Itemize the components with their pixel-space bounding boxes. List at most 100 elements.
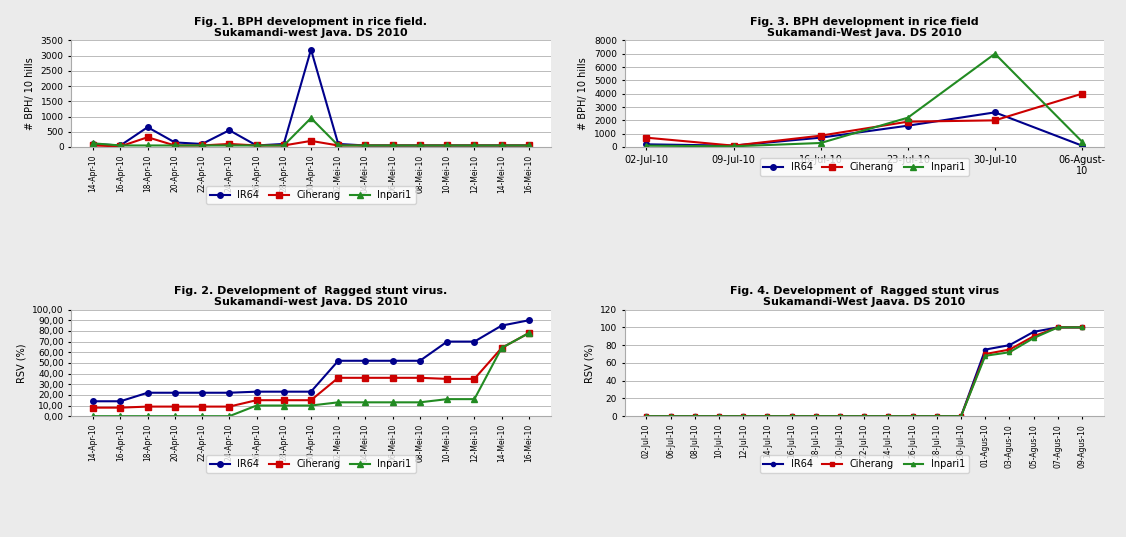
Inpari1 [223,142,236,149]
Inpari1 [141,142,154,149]
Inpari1 [726,143,740,149]
Inpari1 [522,330,536,336]
Ciherang [195,142,208,149]
Ciherang [195,403,208,410]
Y-axis label: # BPH/ 10 hills: # BPH/ 10 hills [25,57,35,130]
Ciherang [413,142,427,149]
Ciherang [413,375,427,381]
Inpari1 [688,413,701,419]
Inpari1 [440,142,454,149]
Inpari1 [640,413,653,419]
Ciherang [114,404,127,411]
Inpari1 [359,399,373,405]
Ciherang [359,375,373,381]
Ciherang [359,142,373,149]
IR64 [810,413,823,419]
Inpari1 [413,399,427,405]
Inpari1 [858,413,872,419]
Inpari1 [664,413,678,419]
Inpari1 [195,413,208,419]
Inpari1 [195,142,208,149]
Ciherang [250,142,263,149]
Line: IR64: IR64 [90,317,531,404]
Inpari1 [736,413,750,419]
Ciherang [713,413,726,419]
Ciherang [726,142,740,149]
IR64 [814,134,828,141]
IR64 [440,142,454,149]
IR64 [1027,329,1040,335]
Inpari1 [640,142,653,149]
IR64 [114,142,127,149]
Inpari1 [761,413,775,419]
Inpari1 [331,399,345,405]
IR64 [304,46,318,53]
IR64 [359,142,373,149]
IR64 [955,413,968,419]
IR64 [141,389,154,396]
Inpari1 [955,413,968,419]
Inpari1 [359,142,373,149]
Inpari1 [168,142,181,149]
Ciherang [989,117,1002,124]
IR64 [736,413,750,419]
IR64 [250,388,263,395]
Inpari1 [1003,349,1017,355]
Inpari1 [141,413,154,419]
Ciherang [930,413,944,419]
Ciherang [331,375,345,381]
Ciherang [978,351,992,357]
Inpari1 [304,115,318,121]
IR64 [277,388,291,395]
Ciherang [814,133,828,139]
Line: Ciherang: Ciherang [644,91,1084,148]
IR64 [930,413,944,419]
IR64 [87,141,100,147]
Inpari1 [978,353,992,359]
IR64 [785,413,798,419]
IR64 [494,142,508,149]
Inpari1 [785,413,798,419]
Title: Fig. 1. BPH development in rice field.
Sukamandi-west Java. DS 2010: Fig. 1. BPH development in rice field. S… [195,17,428,38]
IR64 [277,141,291,147]
IR64 [250,142,263,149]
IR64 [114,398,127,404]
IR64 [640,141,653,148]
Ciherang [955,413,968,419]
Ciherang [223,403,236,410]
Ciherang [467,376,481,382]
Ciherang [277,142,291,149]
Inpari1 [1051,324,1064,331]
Inpari1 [989,50,1002,57]
Ciherang [440,142,454,149]
Ciherang [901,119,914,125]
Inpari1 [87,413,100,419]
Inpari1 [810,413,823,419]
Inpari1 [87,140,100,147]
Ciherang [440,376,454,382]
Line: Ciherang: Ciherang [90,330,531,410]
Ciherang [1075,91,1089,97]
Inpari1 [304,402,318,409]
Title: Fig. 4. Development of  Ragged stunt virus
Sukamandi-West Jaava. DS 2010: Fig. 4. Development of Ragged stunt viru… [730,286,999,308]
IR64 [522,317,536,323]
IR64 [223,127,236,134]
Line: IR64: IR64 [644,110,1084,148]
IR64 [1003,342,1017,349]
Ciherang [277,397,291,403]
Ciherang [304,397,318,403]
Inpari1 [440,396,454,402]
Inpari1 [522,142,536,149]
Line: Ciherang: Ciherang [644,325,1084,418]
Line: Inpari1: Inpari1 [644,325,1084,418]
Inpari1 [901,114,914,121]
Inpari1 [1027,335,1040,342]
Ciherang [87,142,100,149]
Ciherang [223,141,236,147]
Ciherang [87,404,100,411]
Ciherang [833,413,847,419]
Ciherang [785,413,798,419]
Ciherang [168,403,181,410]
IR64 [195,141,208,147]
Inpari1 [494,345,508,351]
